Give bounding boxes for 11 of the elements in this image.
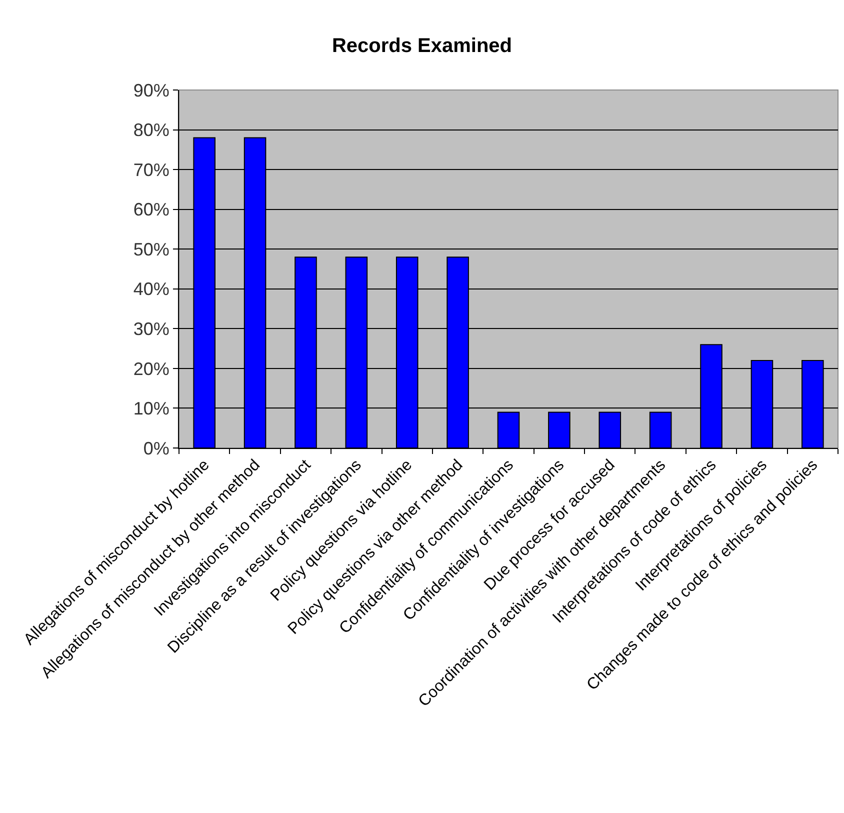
y-tick-label: 30% — [133, 318, 170, 339]
y-tick-label: 60% — [133, 200, 170, 220]
y-tick-label: 70% — [133, 160, 170, 180]
y-tick-label: 0% — [143, 438, 170, 458]
y-tick-label: 20% — [133, 358, 170, 379]
y-tick-label: 80% — [133, 120, 170, 140]
y-tick-label: 10% — [133, 398, 170, 419]
y-tick-label: 40% — [133, 279, 170, 300]
chart-title: Records Examined — [332, 35, 512, 57]
y-tick-label: 50% — [133, 239, 170, 260]
y-tick-label: 90% — [133, 80, 170, 100]
